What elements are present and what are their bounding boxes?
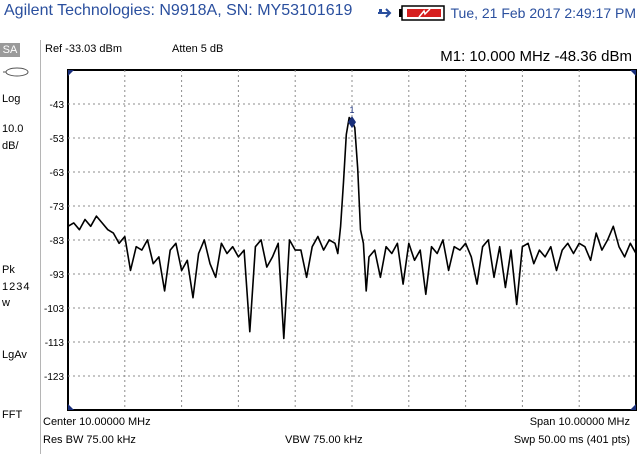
atten-readout[interactable]: Atten 5 dB: [172, 43, 224, 55]
scale-type-label: Log: [2, 93, 21, 105]
marker-label: 1: [349, 105, 354, 115]
scale-unit-label: dB/: [2, 140, 19, 152]
corner-marker: [68, 404, 74, 410]
y-tick-label: -123: [44, 372, 64, 383]
y-tick-label: -53: [50, 134, 65, 145]
corner-marker: [68, 70, 74, 76]
mode-badge[interactable]: SA: [0, 43, 20, 57]
marker-readout: M1: 10.000 MHz -48.36 dBm: [440, 48, 632, 65]
marker-diamond[interactable]: [348, 116, 356, 129]
trace-mode-label: w: [2, 297, 10, 309]
usb-icon: [377, 8, 391, 18]
y-tick-label: -43: [50, 100, 65, 111]
y-tick-label: -73: [50, 202, 65, 213]
average-type-label: LgAv: [2, 349, 27, 361]
sweep-mode-label: FFT: [2, 409, 23, 421]
left-panel-divider: [40, 40, 41, 454]
y-tick-label: -103: [44, 304, 64, 315]
title-bar: Agilent Technologies: N9918A, SN: MY5310…: [0, 0, 640, 26]
left-panel: SA Log 10.0 dB/ Pk 1234 w LgAv FFT: [0, 40, 40, 454]
traces-label: 1234: [2, 281, 31, 293]
y-tick-label: -113: [45, 338, 65, 349]
battery-charging-icon: [398, 5, 445, 21]
y-tick-label: -63: [50, 168, 65, 179]
status-area: Tue, 21 Feb 2017 2:49:17 PM: [377, 2, 637, 24]
probe-icon: [3, 67, 29, 77]
scale-value-label: 10.0: [2, 123, 24, 135]
ref-level-readout[interactable]: Ref -33.03 dBm: [45, 43, 123, 55]
y-tick-label: -83: [50, 236, 65, 247]
datetime: Tue, 21 Feb 2017 2:49:17 PM: [450, 5, 637, 21]
y-tick-label: -93: [50, 270, 65, 281]
corner-marker: [630, 404, 636, 410]
app-title: Agilent Technologies: N9918A, SN: MY5310…: [4, 2, 353, 19]
corner-marker: [630, 70, 636, 76]
detector-label: Pk: [2, 264, 15, 276]
